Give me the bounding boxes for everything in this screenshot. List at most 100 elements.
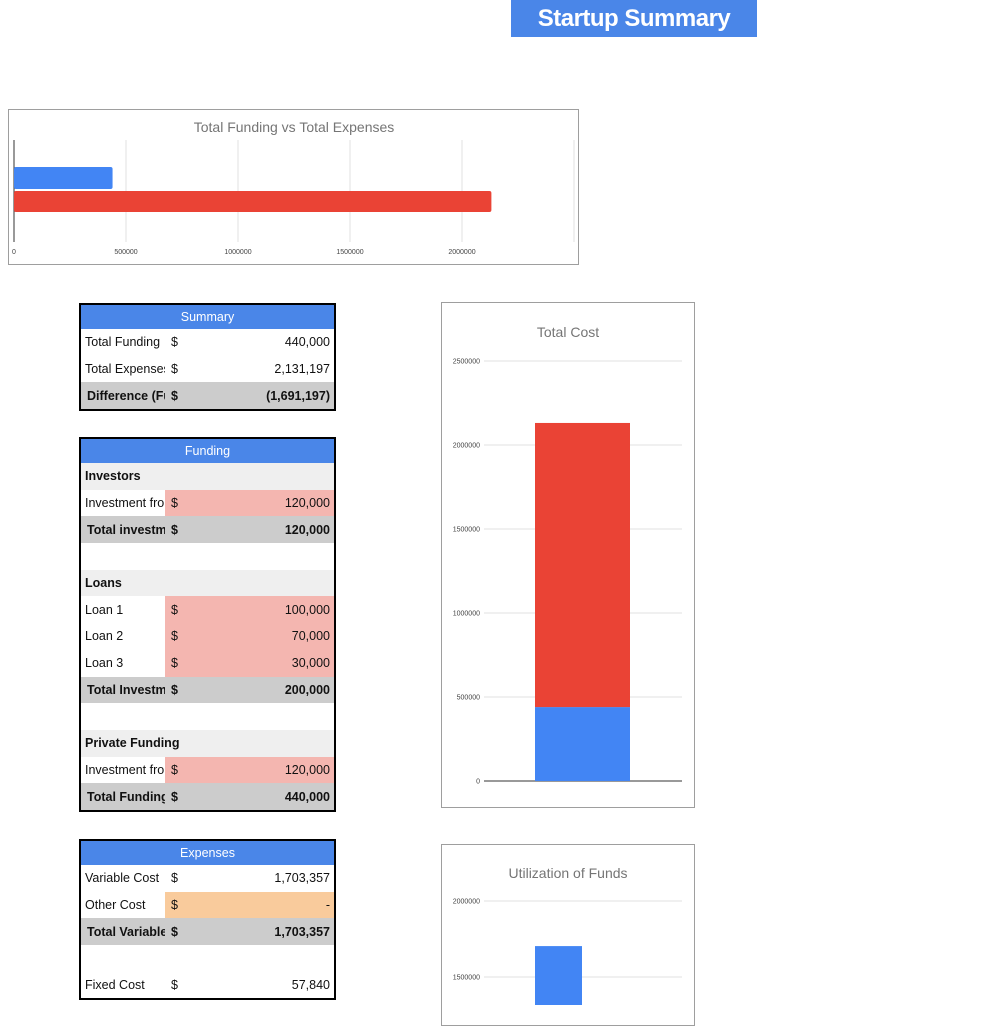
row-label: Loan 3: [85, 656, 124, 671]
currency-symbol: $: [171, 362, 178, 377]
total-row: Total investment from investor $ 120,000: [80, 516, 335, 544]
currency-symbol: $: [165, 649, 250, 677]
currency-symbol: $: [165, 382, 250, 411]
funding-header: Funding: [80, 438, 335, 463]
table-row: Loan 2 $ 70,000: [80, 623, 335, 650]
total-cost-svg: Total Cost 0 500000 1000000 1500000 2000000 2…: [453, 324, 682, 786]
section-private-funding: Private Funding: [80, 729, 335, 757]
currency-symbol: $: [165, 783, 250, 811]
table-row: Loan 3 $ 30,000: [80, 649, 335, 677]
spacer-row: [80, 945, 335, 972]
total-label: Total investment from investor: [80, 516, 165, 544]
table-row: Total Expenses $ 2,131,197: [80, 356, 335, 383]
row-label: Loan 1: [85, 602, 124, 617]
input-cell[interactable]: 120,000: [250, 756, 335, 784]
row-label: Investment from Owner: [85, 762, 165, 777]
input-cell[interactable]: -: [250, 891, 335, 919]
x-tick-label: 0: [12, 249, 16, 256]
total-row: Total Variable Cost $ 1,703,357: [80, 918, 335, 946]
table-row: Fixed Cost $ 57,840: [80, 972, 335, 1000]
total-value[interactable]: 200,000: [250, 676, 335, 704]
expenses-table: Expenses Variable Cost $ 1,703,357 Other…: [79, 839, 336, 1001]
currency-symbol: $: [165, 676, 250, 704]
chart-title: Total Funding vs Total Expenses: [194, 119, 395, 135]
total-label: Total Investment from Loan: [80, 676, 165, 704]
table-row: Loan 1 $ 100,000: [80, 596, 335, 624]
currency-symbol: $: [165, 918, 250, 946]
y-tick-label: 500000: [457, 695, 480, 702]
summary-total-value[interactable]: (1,691,197): [250, 382, 335, 411]
total-value[interactable]: 120,000: [250, 516, 335, 544]
chart-title: Utilization of Funds: [508, 865, 627, 881]
total-value[interactable]: 1,703,357: [250, 918, 335, 946]
summary-value[interactable]: 2,131,197: [274, 362, 330, 377]
funding-vs-expenses-chart[interactable]: Total Funding vs Total Expenses 0 500000 1…: [8, 109, 579, 265]
total-label: Total Funding: [80, 783, 165, 811]
funding-vs-expenses-svg: Total Funding vs Total Expenses 0 500000 1…: [12, 119, 575, 256]
currency-symbol: $: [165, 596, 250, 624]
expenses-header: Expenses: [80, 840, 335, 865]
total-cost-chart[interactable]: Total Cost 0 500000 1000000 1500000 2000000 2…: [441, 302, 695, 808]
currency-symbol: $: [171, 978, 178, 993]
table-row: Variable Cost $ 1,703,357: [80, 865, 335, 892]
y-tick-label: 0: [476, 779, 480, 786]
total-value[interactable]: 440,000: [250, 783, 335, 811]
x-tick-label: 2000000: [448, 249, 475, 256]
y-tick-label: 1500000: [453, 975, 480, 982]
chart-title: Total Cost: [537, 324, 599, 340]
total-label: Total Variable Cost: [80, 918, 165, 946]
funding-table: Funding Investors Investment from Invest…: [79, 437, 336, 812]
row-label: Fixed Cost: [85, 978, 145, 993]
total-row: Total Funding $ 440,000: [80, 783, 335, 811]
summary-header: Summary: [80, 304, 335, 329]
currency-symbol: $: [165, 891, 250, 919]
utilization-svg: Utilization of Funds 1500000 2000000: [453, 865, 682, 1005]
utilization-chart[interactable]: Utilization of Funds 1500000 2000000: [441, 844, 695, 1026]
row-label: Investment from Investor: [85, 496, 165, 511]
x-tick-label: 1000000: [224, 249, 251, 256]
input-cell[interactable]: 100,000: [250, 596, 335, 624]
page-title: Startup Summary: [511, 0, 757, 37]
input-cell[interactable]: 70,000: [250, 623, 335, 650]
currency-symbol: $: [165, 489, 250, 517]
summary-label: Total Funding: [85, 335, 161, 350]
y-tick-label: 2500000: [453, 359, 480, 366]
summary-total-label: Difference (Funding - Expenses): [80, 382, 165, 411]
y-tick-label: 2000000: [453, 443, 480, 450]
bar-0: [14, 167, 113, 189]
stack-segment-0: [535, 707, 630, 781]
table-row: Investment from Owner $ 120,000: [80, 756, 335, 784]
table-row: Total Funding $ 440,000: [80, 329, 335, 356]
section-investors: Investors: [80, 463, 335, 490]
y-tick-label: 1000000: [453, 611, 480, 618]
row-label: Loan 2: [85, 629, 124, 644]
input-cell[interactable]: 120,000: [250, 489, 335, 517]
bar-1: [14, 191, 492, 212]
total-row: Total Investment from Loan $ 200,000: [80, 676, 335, 704]
input-cell[interactable]: 30,000: [250, 649, 335, 677]
currency-symbol: $: [171, 335, 178, 350]
section-loans: Loans: [80, 569, 335, 597]
row-label: Variable Cost: [85, 871, 160, 886]
summary-table: Summary Total Funding $ 440,000 Total Ex…: [79, 303, 336, 412]
x-tick-label: 500000: [114, 249, 137, 256]
spacer-row: [80, 543, 335, 570]
currency-symbol: $: [171, 871, 178, 886]
expense-value[interactable]: 57,840: [291, 978, 330, 993]
currency-symbol: $: [165, 623, 250, 650]
summary-label: Total Expenses: [85, 362, 165, 377]
row-label: Other Cost: [85, 898, 146, 913]
y-tick-label: 1500000: [453, 527, 480, 534]
table-row: Other Cost $ -: [80, 891, 335, 919]
x-tick-label: 1500000: [336, 249, 363, 256]
summary-value[interactable]: 440,000: [284, 335, 330, 350]
stack-segment-1: [535, 422, 630, 708]
currency-symbol: $: [165, 516, 250, 544]
y-tick-label: 2000000: [453, 899, 480, 906]
expense-value[interactable]: 1,703,357: [274, 871, 330, 886]
bar-0: [535, 946, 582, 1005]
spacer-row: [80, 703, 335, 730]
currency-symbol: $: [165, 756, 250, 784]
table-row: Investment from Investor $ 120,000: [80, 489, 335, 517]
total-row: Difference (Funding - Expenses) $ (1,691…: [80, 382, 335, 411]
